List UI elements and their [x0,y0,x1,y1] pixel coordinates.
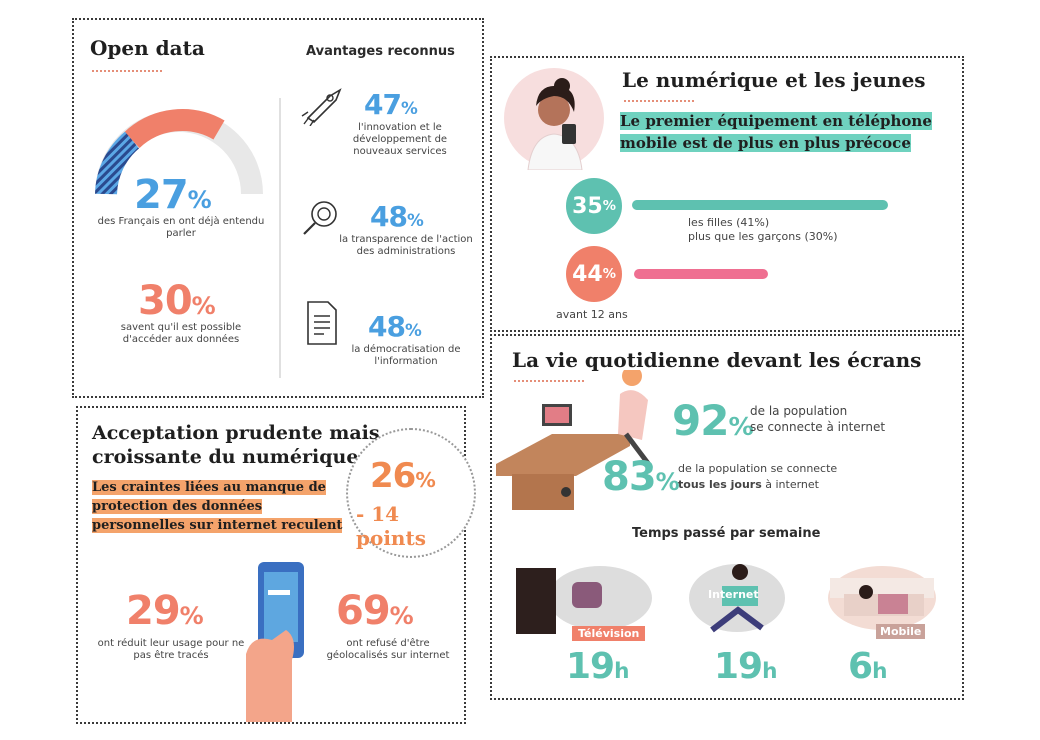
text-35-line2: plus que les garçons (30%) [688,230,838,243]
jeunes-subtitle: Le premier équipement en téléphone mobil… [620,112,932,152]
quotidien-panel: La vie quotidienne devant les écrans 92%… [490,334,964,700]
jeunes-title-underline [624,100,694,102]
bar-44 [634,269,768,279]
circle-44: 44% [566,246,622,302]
stat-92-line2: se connecte à internet [750,420,886,434]
stat-30: 30% [138,278,216,324]
document-icon [307,301,337,345]
rocket-icon [301,88,342,126]
open-data-panel: Open data 27% des Français en ont déjà e… [72,18,484,398]
tv-illustration [516,566,652,634]
big-stat-26: 26% [370,456,436,496]
stat-83-line1: de la population se connecte [678,462,838,475]
stat-92-line1: de la population [750,404,848,418]
adv-48a-text: la transparence de l'action des administ… [339,234,473,257]
gauge-value-segment [95,131,140,195]
text-35-line1: les filles (41%) [688,216,770,229]
time-internet-label: Internet [708,588,759,601]
quotidien-title-underline [514,380,584,382]
adv-47: 47% [364,88,418,121]
time-internet-value: 19h [714,646,778,687]
stat-83: 83% [602,454,680,500]
hand-phone-illustration [246,562,304,722]
time-title: Temps passé par semaine [632,526,821,541]
stat-69: 69% [336,588,414,634]
laptop-illustration [689,564,785,633]
adv-47-text: l'innovation et le développement de nouv… [352,122,448,157]
acceptation-title-line1: Acceptation prudente mais [92,422,380,444]
jeunes-title: Le numérique et les jeunes [622,68,926,92]
stat-30-text: savent qu'il est possible d'accéder aux … [120,322,242,345]
advantages-title: Avantages reconnus [306,44,455,59]
time-tv-label: Télévision [572,626,646,641]
big-stat-circle [346,428,476,558]
gauge-chart [95,109,263,195]
desk-illustration [496,370,652,510]
stat-92: 92% [672,396,754,445]
magnifier-icon [303,201,337,235]
adv-48b-text: la démocratisation de l'information [351,344,461,367]
acceptation-panel: Acceptation prudente mais croissante du … [76,406,476,724]
big-stat-14: - 14 points [356,502,426,550]
girl-illustration [504,68,604,170]
adv-48a: 48% [370,200,424,233]
stat-29-text: ont réduit leur usage pour ne pas être t… [97,638,245,661]
time-tv-value: 19h [566,646,630,687]
vertical-divider [279,98,281,378]
bed-illustration [828,566,936,630]
open-data-title: Open data [90,36,205,60]
jeunes-panel: Le numérique et les jeunes Le premier éq… [490,56,964,332]
acceptation-subtitle: Les craintes liées au manque de protecti… [92,480,343,533]
stat-27-text: des Français en ont déjà entendu parler [97,216,265,239]
text-44: avant 12 ans [556,308,628,321]
acceptation-title-line2: croissante du numérique [92,446,359,468]
time-mobile-value: 6h [848,646,887,687]
time-mobile-label: Mobile [876,624,926,639]
circle-35: 35% [566,178,622,234]
title-underline [92,70,162,72]
stat-83-line2: tous les jours à internet [678,478,819,491]
quotidien-title: La vie quotidienne devant les écrans [512,348,922,372]
bar-35 [632,200,888,210]
gauge-salmon-segment [124,109,225,149]
stat-27: 27% [134,172,212,218]
stat-69-text: ont refusé d'être géolocalisés sur inter… [326,638,450,661]
adv-48b: 48% [368,310,422,343]
stat-29: 29% [126,588,204,634]
